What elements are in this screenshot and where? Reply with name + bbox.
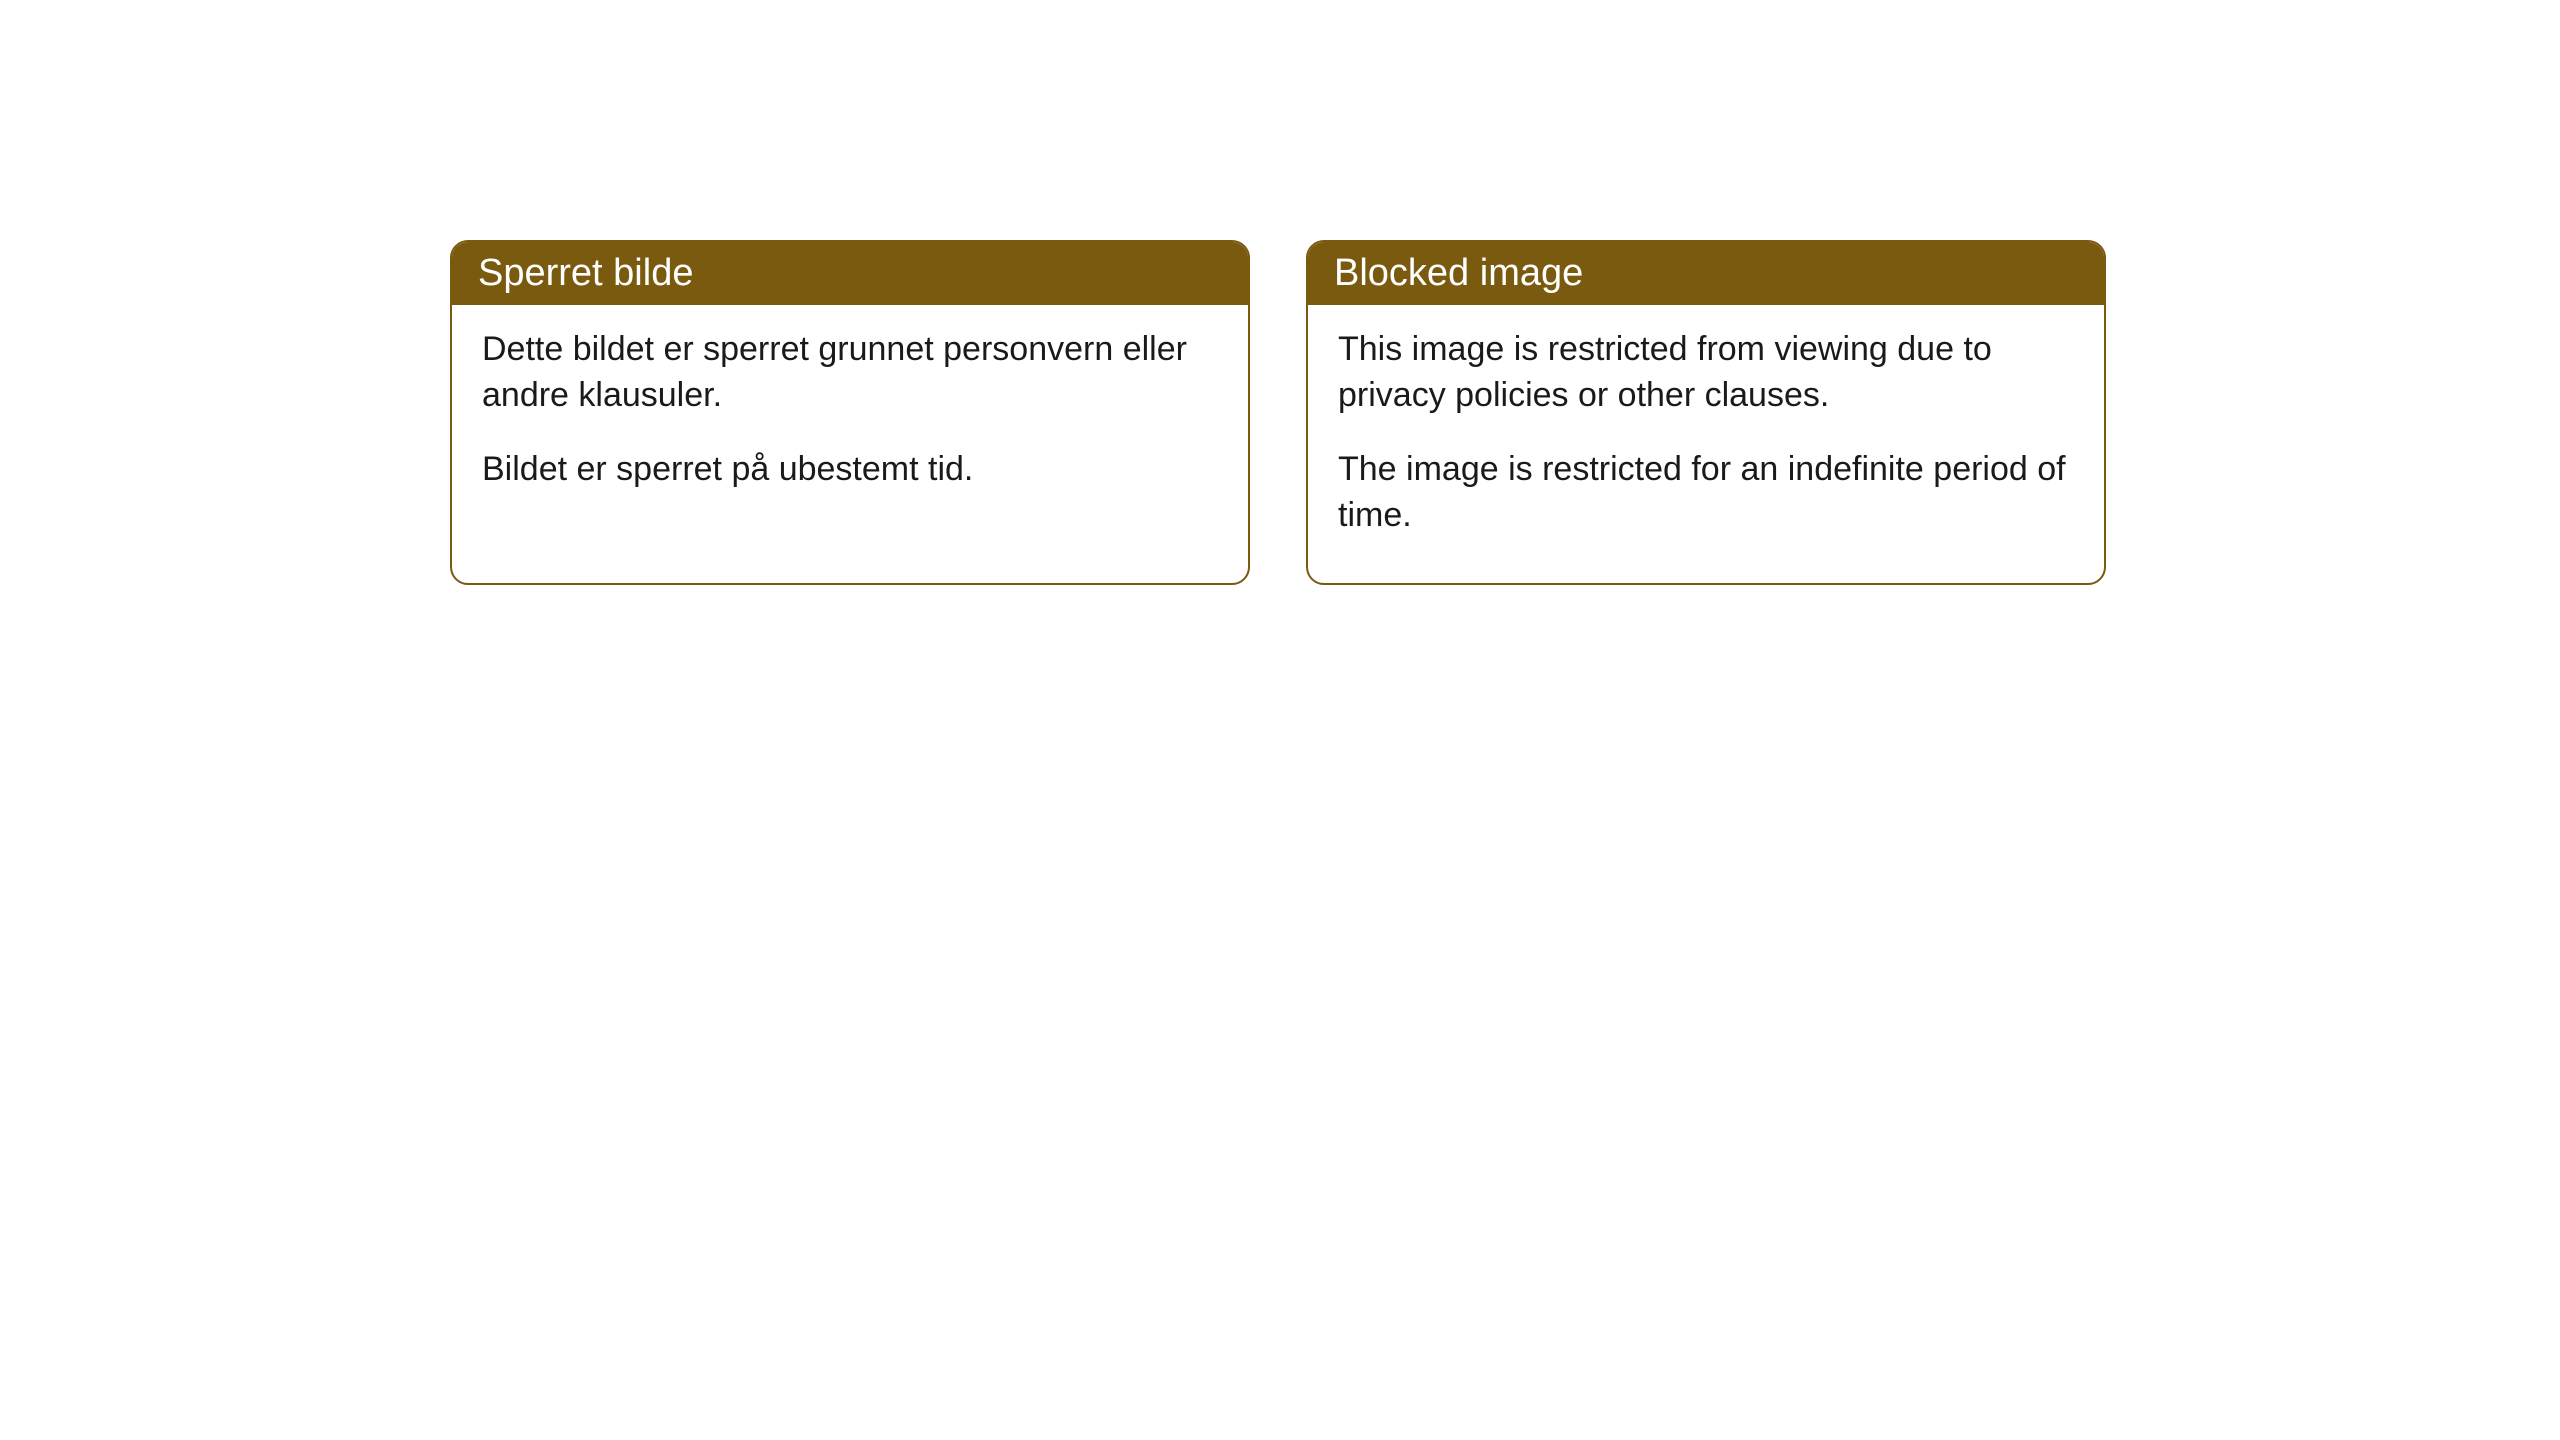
notice-card-norwegian: Sperret bilde Dette bildet er sperret gr… [450,240,1250,585]
card-body: Dette bildet er sperret grunnet personve… [452,305,1248,537]
card-title: Sperret bilde [478,252,693,294]
card-paragraph-1: This image is restricted from viewing du… [1338,327,2074,419]
card-header: Sperret bilde [452,242,1248,305]
card-header: Blocked image [1308,242,2104,305]
card-paragraph-1: Dette bildet er sperret grunnet personve… [482,327,1218,419]
notice-container: Sperret bilde Dette bildet er sperret gr… [450,240,2106,585]
card-title: Blocked image [1334,252,1583,294]
card-paragraph-2: Bildet er sperret på ubestemt tid. [482,447,1218,493]
card-body: This image is restricted from viewing du… [1308,305,2104,583]
card-paragraph-2: The image is restricted for an indefinit… [1338,447,2074,539]
notice-card-english: Blocked image This image is restricted f… [1306,240,2106,585]
